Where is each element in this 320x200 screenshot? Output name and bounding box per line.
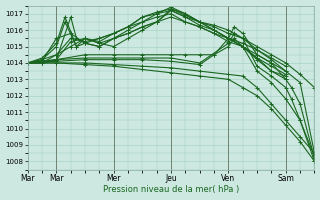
X-axis label: Pression niveau de la mer( hPa ): Pression niveau de la mer( hPa ) [103,185,239,194]
